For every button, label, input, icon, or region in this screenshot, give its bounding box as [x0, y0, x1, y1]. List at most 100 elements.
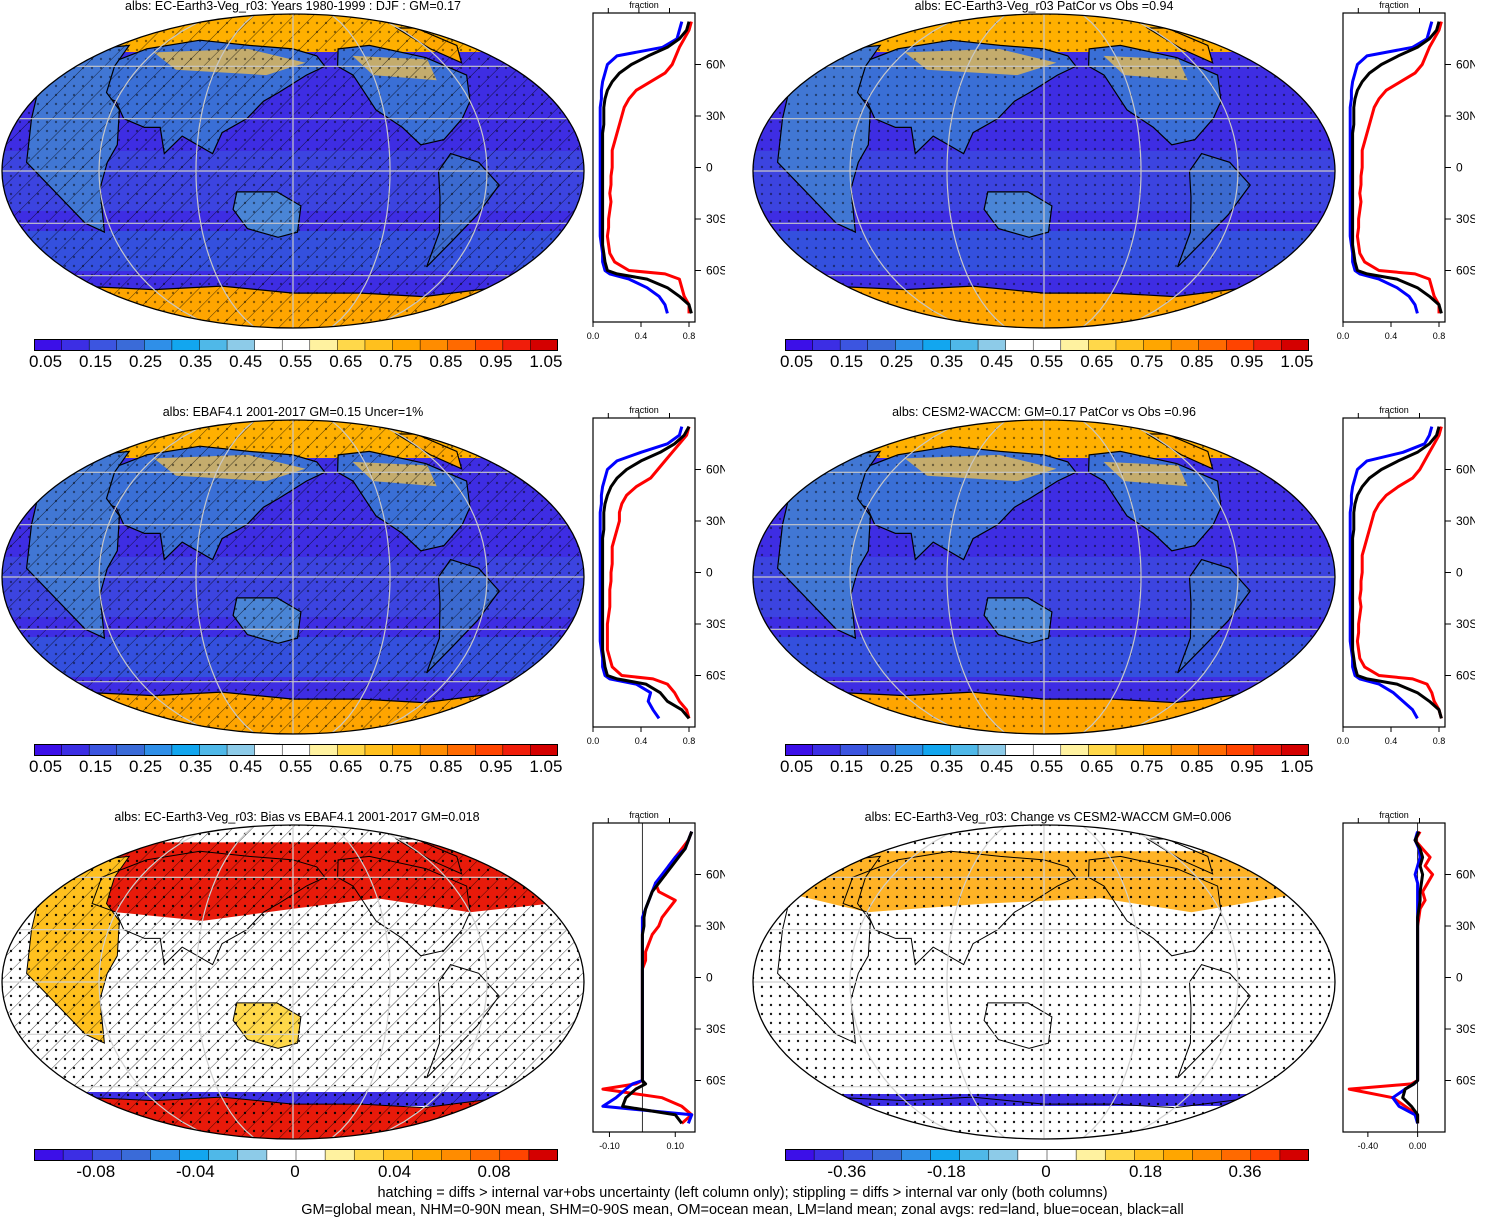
colorbar-box [872, 1149, 902, 1161]
colorbar-box [1088, 744, 1117, 756]
meridian [195, 14, 256, 328]
colorbar-box [1281, 744, 1309, 756]
colorbar-box [1198, 339, 1227, 351]
colorbar-box [1032, 339, 1062, 351]
zonal-land-line [605, 426, 691, 719]
map-1 [1, 13, 585, 329]
zonal-ocean-line [1348, 426, 1434, 720]
colorbar-box [813, 1149, 844, 1161]
graticule [753, 14, 1335, 328]
colorbar-box [812, 744, 841, 756]
colorbar-tick-label: -0.18 [927, 1162, 966, 1181]
colorbar-box [226, 744, 256, 756]
colorbar-box [383, 1149, 413, 1161]
colorbar-box [950, 744, 979, 756]
zonal-land-line [1355, 21, 1443, 314]
meridian [367, 825, 488, 1139]
colorbar-box [1170, 744, 1200, 756]
zonal-x-label: -0.10 [599, 1141, 620, 1151]
zonal-y-label: 60S [706, 669, 725, 683]
colorbar-box [1163, 1149, 1194, 1161]
zonal-title: fraction [1379, 405, 1409, 415]
meridian [849, 14, 970, 328]
colorbar-tick-label: 0.45 [229, 757, 263, 776]
zonal-x-label: 0.8 [683, 331, 696, 341]
colorbar-tick-label: 0.45 [980, 352, 1014, 371]
colorbar-box [895, 339, 924, 351]
zonal-x-label: 0.4 [635, 736, 648, 746]
colorbar-box [295, 1149, 326, 1161]
colorbar-tick-label: 0.36 [1228, 1162, 1262, 1181]
zonal-x-label: 0.4 [1385, 331, 1398, 341]
colorbar-tick-label: 0.85 [1180, 352, 1214, 371]
colorbar-tick-label: 0.95 [479, 352, 513, 371]
colorbar-tick-label: 0.75 [1130, 352, 1164, 371]
colorbar-box [419, 744, 449, 756]
zonal-y-label: 30S [706, 212, 725, 226]
zonal-plot-1: fraction 60N 30N 0 30S 60S 0.0 0.4 0.8 [587, 0, 725, 341]
colorbar-box [121, 1149, 151, 1161]
colorbar-tick-label: 1.05 [1280, 757, 1314, 776]
colorbar-box [530, 744, 558, 756]
zonal-y-label: 30N [1456, 514, 1475, 528]
zonal-y-label: 60S [1456, 1074, 1475, 1088]
zonal-title: fraction [1379, 0, 1409, 10]
meridian [849, 420, 970, 734]
colorbar-tick-label: 0.15 [830, 757, 864, 776]
colorbar-box [116, 339, 145, 351]
map-field [2, 825, 584, 1139]
meridian [1081, 825, 1142, 1139]
zonal-y-label: 30S [1456, 617, 1475, 631]
meridian [1118, 825, 1239, 1139]
colorbar-box [62, 1149, 93, 1161]
colorbar-box [839, 744, 869, 756]
map-title-4: albs: CESM2-WACCM: GM=0.17 PatCor vs Obs… [892, 405, 1196, 419]
meridian [330, 420, 391, 734]
colorbar-box [785, 1149, 815, 1161]
zonal-y-label: 0 [1456, 161, 1463, 175]
colorbar-box [171, 339, 201, 351]
colorbar-box [475, 744, 504, 756]
colorbar-tick-label: 0.05 [779, 352, 814, 371]
zonal-x-label: 0.4 [635, 331, 648, 341]
colorbar-box [226, 339, 256, 351]
colorbar-tick-label: 0.75 [379, 352, 413, 371]
footer-line-1: hatching = diffs > internal var+obs unce… [377, 1185, 1108, 1201]
colorbar-box [447, 744, 476, 756]
colorbar-box [502, 744, 531, 756]
colorbar-box [171, 744, 201, 756]
zonal-y-label: 30N [1456, 919, 1475, 933]
map-title-5: albs: EC-Earth3-Veg_r03: Bias vs EBAF4.1… [114, 810, 480, 824]
colorbar-box [266, 1149, 297, 1161]
colorbar-tick-label: 0.85 [429, 757, 463, 776]
colorbar-box [447, 339, 476, 351]
meridian [1081, 14, 1142, 328]
map-field [753, 14, 1335, 328]
zonal-title: fraction [1379, 810, 1409, 820]
colorbar-box [179, 1149, 210, 1161]
colorbar-box [1143, 744, 1172, 756]
zonal-y-label: 30N [706, 109, 725, 123]
graticule [2, 420, 584, 734]
colorbar-box [470, 1149, 501, 1161]
colorbar-tick-label: 1.05 [529, 352, 563, 371]
colorbar-box [1253, 339, 1282, 351]
colorbar-box [867, 744, 896, 756]
colorbar-box [281, 744, 311, 756]
zonal-y-label: 0 [1456, 566, 1463, 580]
zonal-y-label: 30S [706, 617, 725, 631]
colorbar-box [901, 1149, 932, 1161]
colorbar-box [785, 339, 814, 351]
meridian [1081, 420, 1142, 734]
zonal-y-label: 60N [706, 58, 725, 72]
map-title-2: albs: EC-Earth3-Veg_r03 PatCor vs Obs =0… [914, 0, 1174, 13]
colorbar-box [1060, 744, 1089, 756]
map-3 [1, 419, 585, 735]
colorbar-box [1005, 339, 1034, 351]
colorbar-box [930, 1149, 961, 1161]
colorbar-box [412, 1149, 443, 1161]
colorbar-frame [34, 339, 558, 351]
zonal-all-line [601, 425, 691, 720]
colorbar-box [88, 339, 118, 351]
meridian [946, 825, 1007, 1139]
